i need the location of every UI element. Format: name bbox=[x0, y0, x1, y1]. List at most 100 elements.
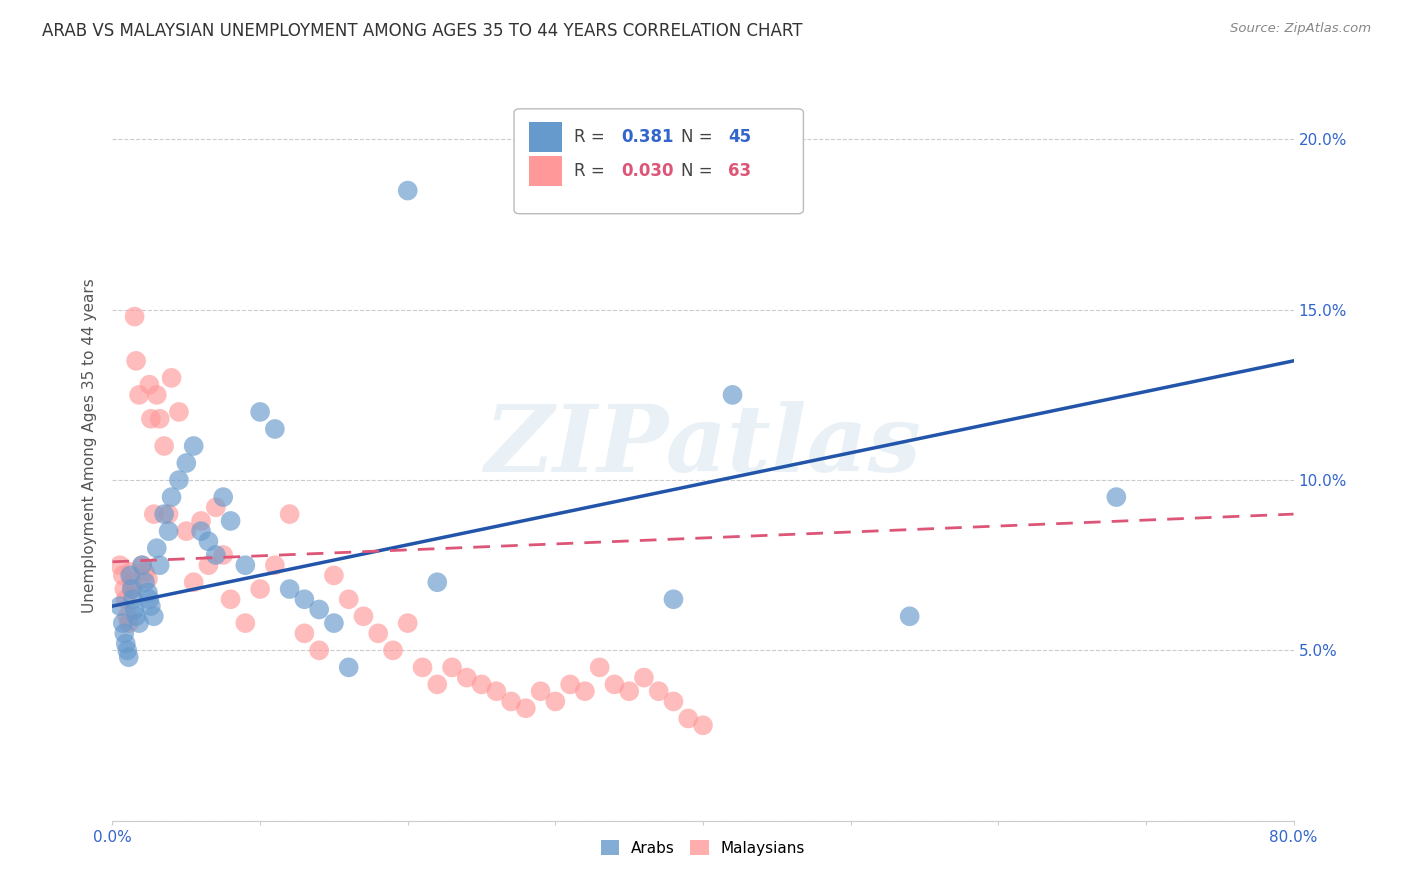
Point bbox=[125, 354, 148, 368]
Point bbox=[249, 405, 271, 419]
Point bbox=[382, 643, 405, 657]
Point bbox=[124, 602, 146, 616]
Point bbox=[574, 684, 596, 698]
Point bbox=[117, 609, 138, 624]
Point bbox=[323, 568, 346, 582]
Point bbox=[197, 534, 219, 549]
Point bbox=[544, 694, 567, 708]
Point bbox=[501, 694, 523, 708]
Point bbox=[142, 609, 165, 624]
Point bbox=[153, 507, 176, 521]
Point bbox=[485, 684, 508, 698]
Point bbox=[264, 558, 287, 573]
Point bbox=[153, 439, 176, 453]
Point bbox=[112, 582, 135, 596]
Point bbox=[157, 507, 180, 521]
Text: R =: R = bbox=[574, 162, 610, 180]
Point bbox=[603, 677, 626, 691]
Point bbox=[125, 609, 148, 624]
Point bbox=[197, 558, 219, 573]
Point bbox=[396, 616, 419, 631]
Point bbox=[134, 575, 156, 590]
Point bbox=[138, 377, 160, 392]
Legend: Arabs, Malaysians: Arabs, Malaysians bbox=[595, 833, 811, 862]
Point bbox=[292, 626, 315, 640]
Point bbox=[396, 184, 419, 198]
Point bbox=[264, 422, 287, 436]
Point bbox=[278, 507, 301, 521]
Point bbox=[157, 524, 180, 538]
Point bbox=[721, 388, 744, 402]
Point bbox=[146, 388, 169, 402]
Point bbox=[292, 592, 315, 607]
Point bbox=[662, 694, 685, 708]
Point bbox=[121, 575, 143, 590]
Point bbox=[134, 565, 156, 579]
Text: 63: 63 bbox=[728, 162, 751, 180]
Point bbox=[529, 684, 551, 698]
Text: Source: ZipAtlas.com: Source: ZipAtlas.com bbox=[1230, 22, 1371, 36]
Point bbox=[337, 592, 360, 607]
Point bbox=[139, 599, 162, 613]
Point bbox=[233, 616, 256, 631]
Point bbox=[219, 592, 242, 607]
Text: N =: N = bbox=[681, 128, 717, 145]
Point bbox=[138, 592, 160, 607]
Point bbox=[441, 660, 464, 674]
Point bbox=[136, 585, 159, 599]
Point bbox=[146, 541, 169, 556]
Point bbox=[136, 572, 159, 586]
Point bbox=[367, 626, 389, 640]
Point bbox=[219, 514, 242, 528]
Point bbox=[183, 439, 205, 453]
Point bbox=[120, 565, 142, 579]
Point bbox=[128, 388, 150, 402]
Point bbox=[112, 626, 135, 640]
Text: R =: R = bbox=[574, 128, 610, 145]
Point bbox=[149, 411, 172, 425]
Text: ARAB VS MALAYSIAN UNEMPLOYMENT AMONG AGES 35 TO 44 YEARS CORRELATION CHART: ARAB VS MALAYSIAN UNEMPLOYMENT AMONG AGE… bbox=[42, 22, 803, 40]
Point bbox=[118, 616, 141, 631]
Point bbox=[114, 636, 136, 650]
Point bbox=[233, 558, 256, 573]
Point bbox=[122, 582, 145, 596]
Point bbox=[183, 575, 205, 590]
Text: 0.030: 0.030 bbox=[621, 162, 673, 180]
Point bbox=[190, 524, 212, 538]
Point bbox=[174, 524, 197, 538]
Point bbox=[121, 582, 143, 596]
FancyBboxPatch shape bbox=[530, 121, 562, 152]
Point bbox=[114, 592, 136, 607]
Point bbox=[205, 500, 228, 515]
Point bbox=[149, 558, 172, 573]
Point bbox=[160, 490, 183, 504]
Point bbox=[205, 548, 228, 562]
Point bbox=[308, 602, 330, 616]
Point bbox=[1105, 490, 1128, 504]
Point bbox=[426, 575, 449, 590]
Point bbox=[352, 609, 374, 624]
Text: 0.381: 0.381 bbox=[621, 128, 673, 145]
Y-axis label: Unemployment Among Ages 35 to 44 years: Unemployment Among Ages 35 to 44 years bbox=[82, 278, 97, 614]
Point bbox=[128, 616, 150, 631]
Point bbox=[108, 599, 131, 613]
Text: N =: N = bbox=[681, 162, 717, 180]
Point bbox=[131, 558, 153, 573]
Point bbox=[117, 643, 138, 657]
Point bbox=[678, 711, 700, 725]
Point bbox=[124, 310, 146, 324]
Point bbox=[111, 616, 134, 631]
Point bbox=[470, 677, 494, 691]
Point bbox=[323, 616, 346, 631]
Point bbox=[167, 473, 190, 487]
Point bbox=[167, 405, 190, 419]
Point bbox=[426, 677, 449, 691]
Point bbox=[558, 677, 582, 691]
Point bbox=[633, 671, 655, 685]
Point bbox=[898, 609, 921, 624]
Point bbox=[118, 650, 141, 665]
Point bbox=[337, 660, 360, 674]
Point bbox=[212, 548, 235, 562]
Point bbox=[249, 582, 271, 596]
Point bbox=[111, 568, 134, 582]
